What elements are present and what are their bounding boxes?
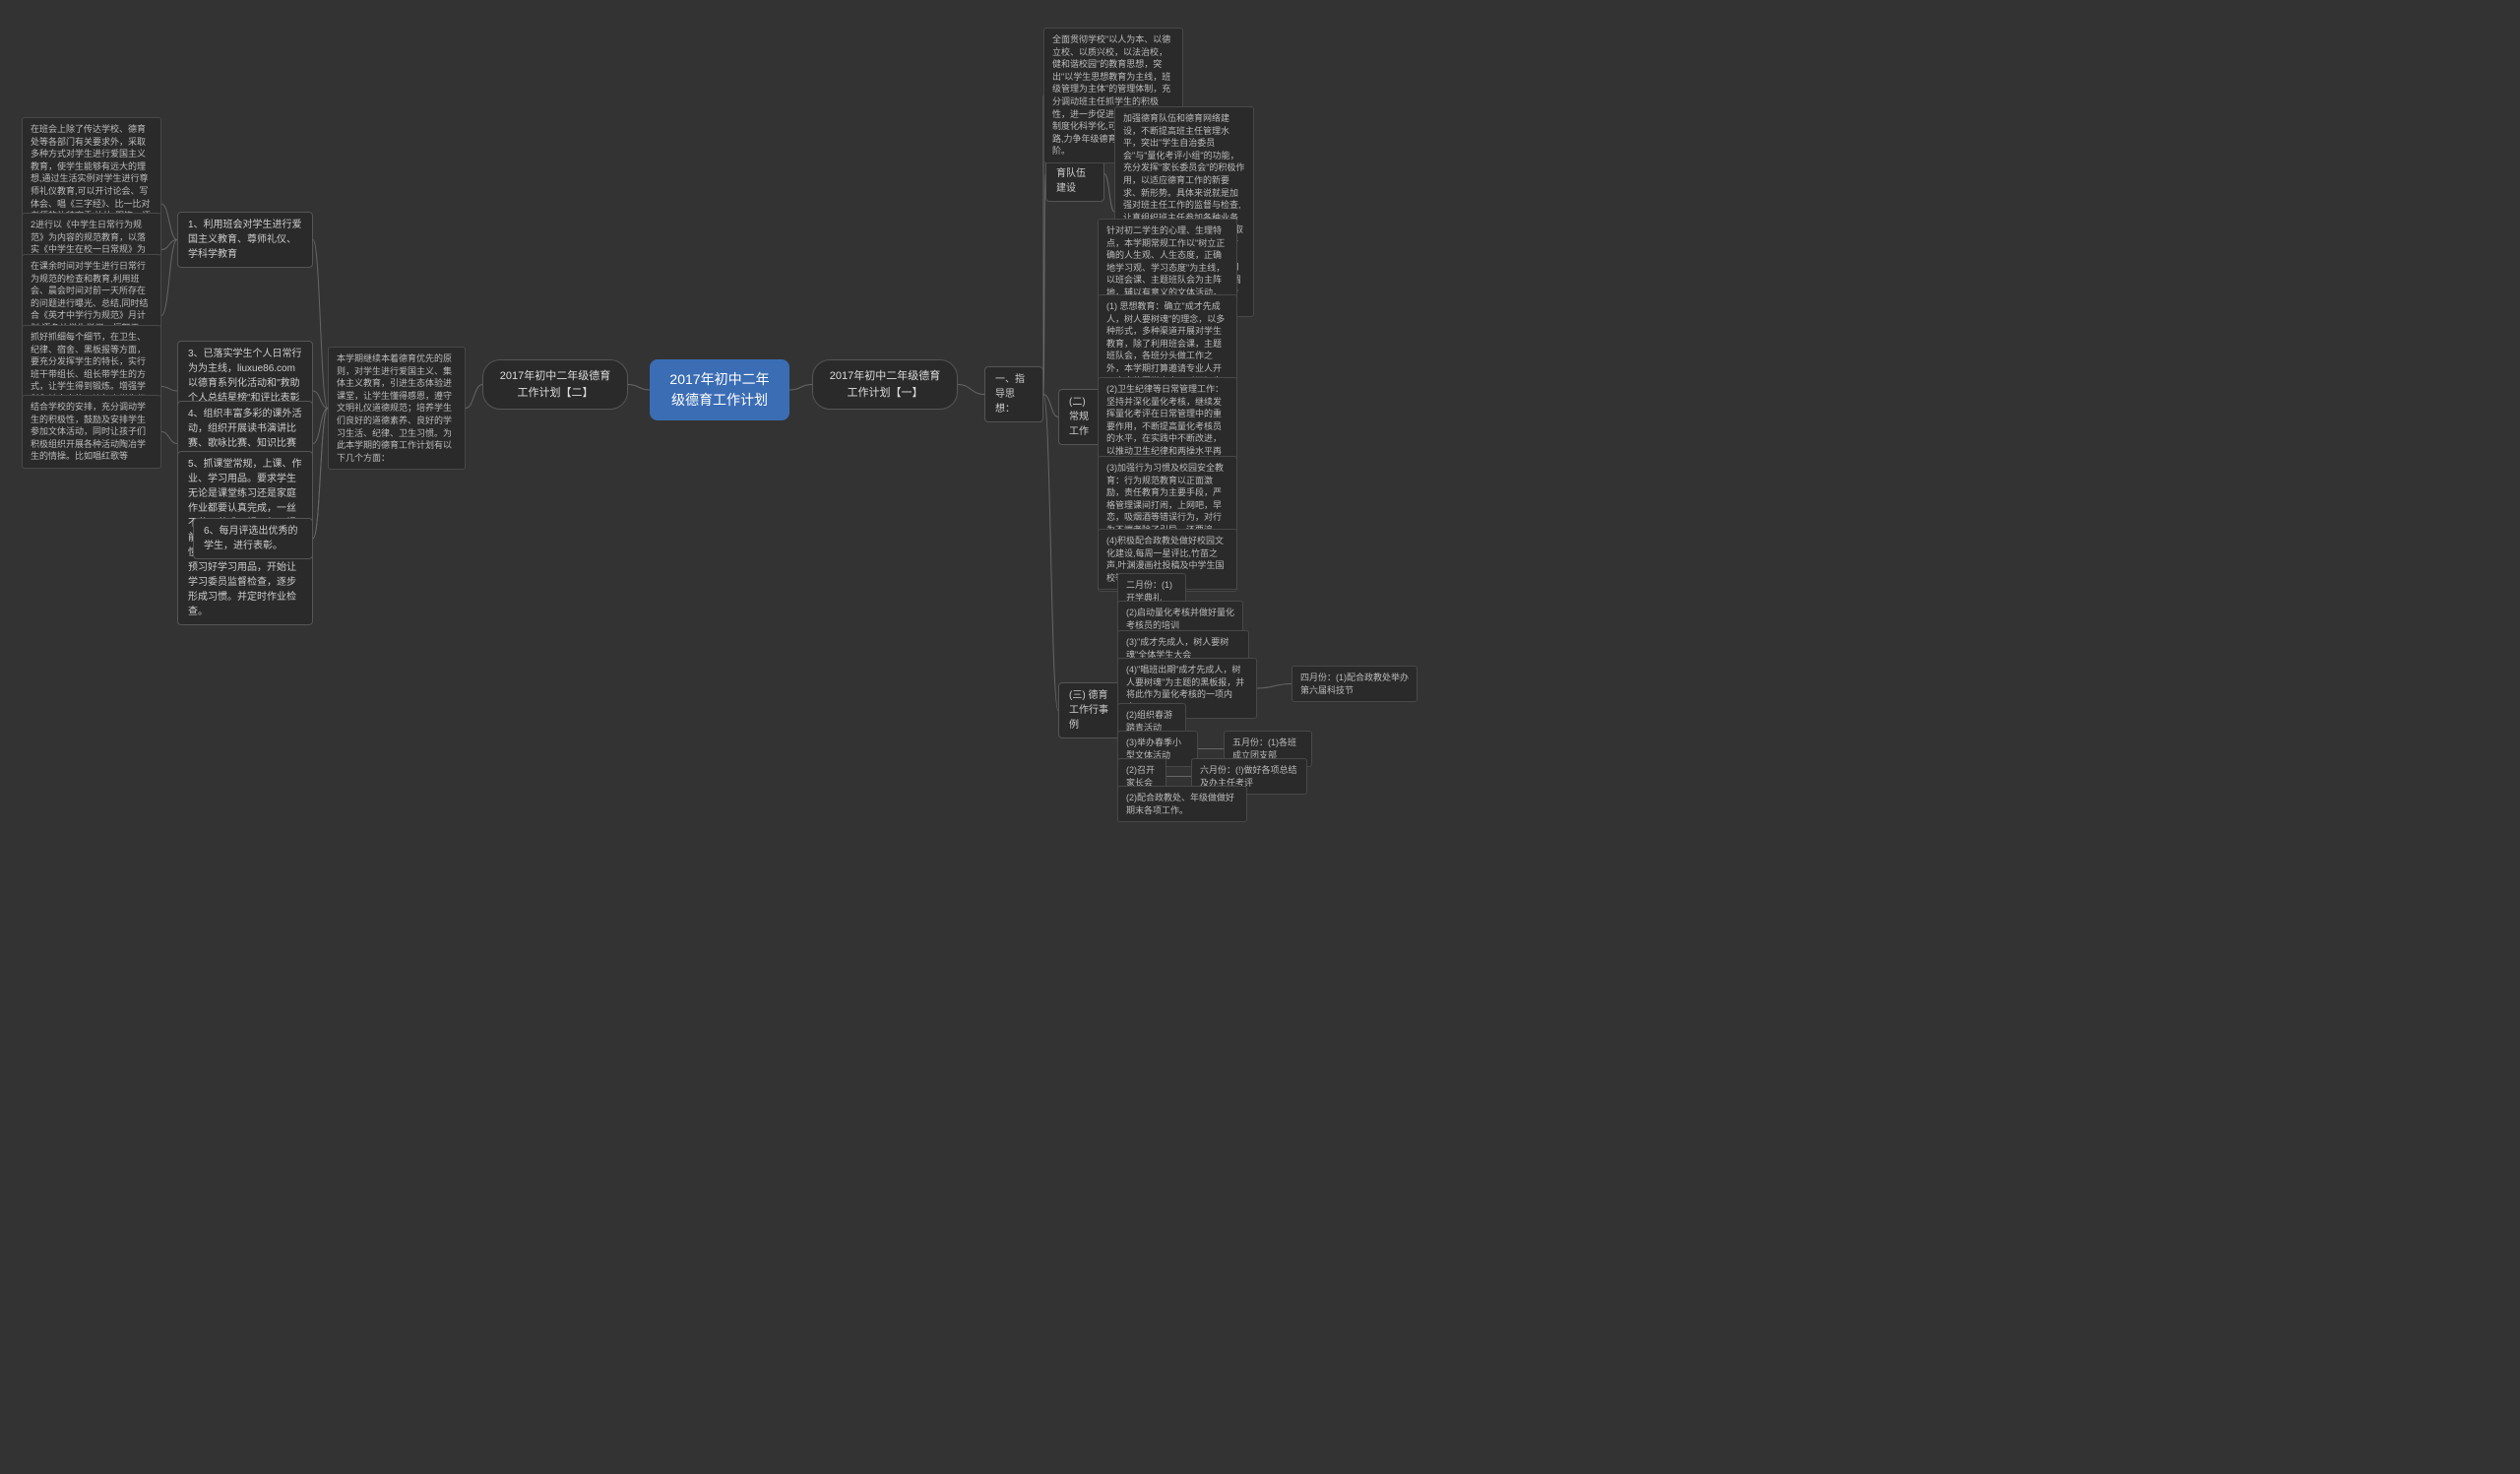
p2_1[interactable]: 1、利用班会对学生进行爱国主义教育、尊师礼仪、学科学教育 — [177, 212, 313, 268]
main-plan1[interactable]: 2017年初中二年级德育工作计划【一】 — [812, 359, 958, 410]
sched-m6_2[interactable]: (2)配合政教处、年级做做好期末各项工作。 — [1117, 786, 1247, 822]
p2-leaf-4[interactable]: 结合学校的安排，充分调动学生的积极性，鼓励及安排学生参加文体活动，同时让孩子们积… — [22, 395, 161, 469]
p2_5[interactable]: 6、每月评选出优秀的学生，进行表彰。 — [193, 518, 313, 559]
sched-m4[interactable]: 四月份：(1)配合政教处举办第六届科技节 — [1292, 666, 1418, 702]
plan2-intro[interactable]: 本学期继续本着德育优先的原则，对学生进行爱国主义、集体主义教育，引进生态体验进课… — [328, 347, 466, 470]
main-plan2[interactable]: 2017年初中二年级德育工作计划【二】 — [482, 359, 628, 410]
root-node[interactable]: 2017年初中二年级德育工作计划 — [650, 359, 789, 420]
s1[interactable]: 一、指导思想： — [984, 366, 1043, 422]
